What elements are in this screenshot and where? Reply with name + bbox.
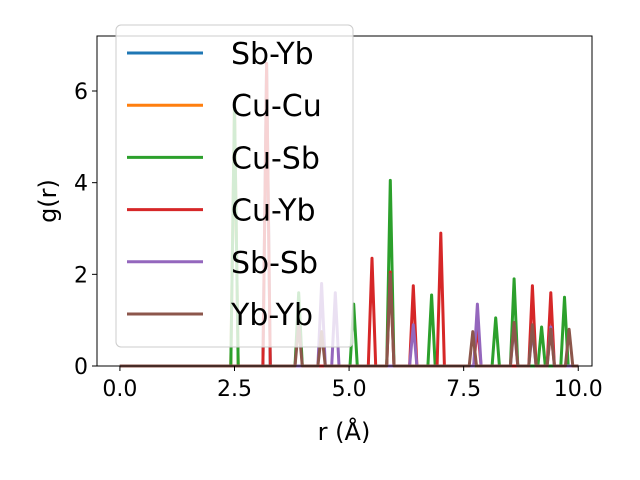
x-axis-title: r (Å) bbox=[318, 417, 371, 446]
x-tick-label: 7.5 bbox=[446, 377, 481, 402]
y-tick-label: 2 bbox=[74, 263, 88, 288]
legend-label-cu-cu: Cu-Cu bbox=[231, 89, 322, 124]
y-tick-label: 4 bbox=[74, 172, 88, 197]
legend: Sb-Yb Cu-Cu Cu-Sb Cu-Yb Sb-Sb Yb-Yb bbox=[115, 24, 354, 348]
legend-label-cu-yb: Cu-Yb bbox=[231, 194, 316, 229]
x-tick-label: 2.5 bbox=[217, 377, 252, 402]
x-axis: 0.0 2.5 5.0 7.5 10.0 bbox=[102, 366, 603, 402]
x-tick-label: 10.0 bbox=[554, 377, 603, 402]
y-tick-label: 6 bbox=[74, 80, 88, 105]
y-tick-label: 0 bbox=[74, 355, 88, 380]
y-axis-title: g(r) bbox=[34, 179, 62, 223]
legend-label-sb-yb: Sb-Yb bbox=[231, 37, 314, 72]
x-tick-label: 0.0 bbox=[102, 377, 137, 402]
legend-label-sb-sb: Sb-Sb bbox=[231, 246, 318, 281]
legend-label-cu-sb: Cu-Sb bbox=[231, 141, 320, 176]
legend-label-yb-yb: Yb-Yb bbox=[230, 298, 313, 333]
x-tick-label: 5.0 bbox=[332, 377, 367, 402]
y-axis: 0 2 4 6 bbox=[74, 80, 97, 380]
